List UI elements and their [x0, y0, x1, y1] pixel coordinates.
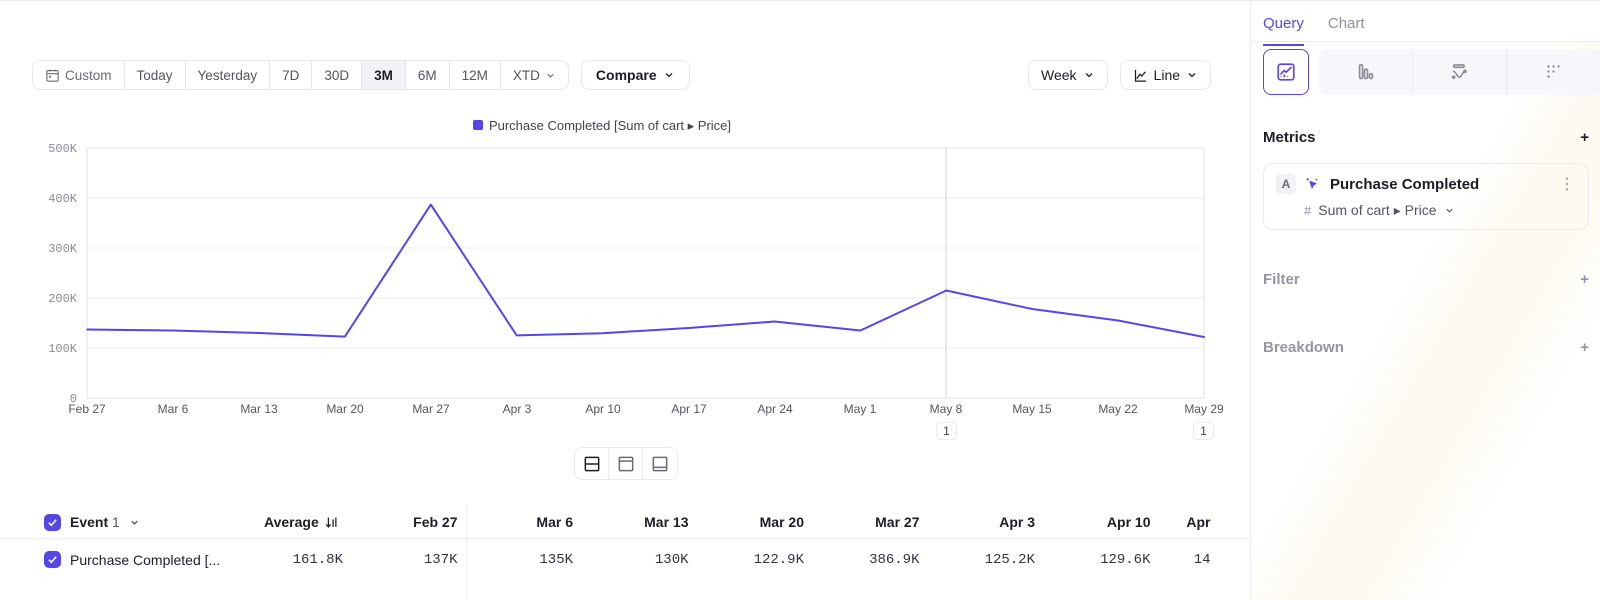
- svg-text:Mar 27: Mar 27: [412, 402, 450, 416]
- svg-text:May 29: May 29: [1184, 402, 1224, 416]
- svg-text:May 1: May 1: [844, 402, 877, 416]
- svg-text:Mar 13: Mar 13: [240, 402, 278, 416]
- svg-text:Apr 24: Apr 24: [757, 402, 793, 416]
- svg-text:Mar 20: Mar 20: [326, 402, 364, 416]
- svg-text:Apr 17: Apr 17: [671, 402, 707, 416]
- svg-text:400K: 400K: [48, 192, 78, 206]
- svg-text:300K: 300K: [48, 242, 78, 256]
- svg-text:May 15: May 15: [1012, 402, 1052, 416]
- svg-text:May 22: May 22: [1098, 402, 1138, 416]
- svg-text:100K: 100K: [48, 342, 78, 356]
- svg-text:500K: 500K: [48, 142, 78, 156]
- svg-text:May 8: May 8: [930, 402, 963, 416]
- svg-text:Apr 10: Apr 10: [585, 402, 621, 416]
- svg-text:200K: 200K: [48, 292, 78, 306]
- svg-text:Apr 3: Apr 3: [503, 402, 532, 416]
- svg-text:Mar 6: Mar 6: [158, 402, 189, 416]
- svg-text:Feb 27: Feb 27: [68, 402, 106, 416]
